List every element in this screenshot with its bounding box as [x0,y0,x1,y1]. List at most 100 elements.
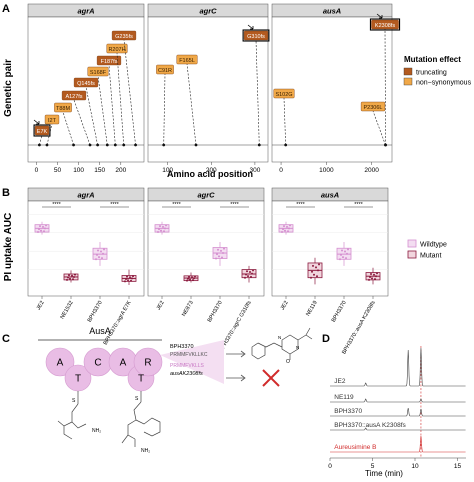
data-point [216,253,218,256]
legend-strain-type: Wildtype Mutant [407,239,447,260]
data-point [312,264,314,267]
panel-b-label: B [2,187,10,199]
mutation-connector [85,86,98,146]
data-point [245,273,247,276]
mutation-point [105,143,109,147]
sig-label: **** [230,202,239,208]
mutation-label-box [273,88,295,99]
legend-label-wildtype: Wildtype [420,242,447,249]
facet-title: agrC [197,191,215,200]
facet-panel [271,200,389,297]
data-point [342,256,344,259]
data-point [68,274,70,277]
data-point [246,270,248,273]
panel-d-xlabel: Time (min) [365,469,403,478]
data-point [191,276,193,279]
facet-title: agrA [77,191,94,200]
group-label: JE2 [36,300,46,311]
data-point [165,224,167,227]
data-point [249,271,251,274]
data-point [157,231,159,234]
data-point [311,270,313,273]
trace-label: JE2 [334,378,346,385]
nh2-label: NH₂ [141,448,150,454]
data-point [318,263,320,266]
protein-name: AusA [89,326,111,336]
x-tick-label: 5 [371,463,375,470]
data-point [132,275,134,278]
data-point [376,272,378,275]
group-label: BPH3370::agrA E7K [103,300,133,346]
data-point [163,230,165,233]
domain-label: T [75,374,81,385]
x-tick-label: 100 [162,167,173,174]
svg-text:N: N [296,345,299,350]
seq-wildtype: PRMMFVKLLKC [170,352,208,358]
svg-text:O: O [286,359,290,365]
cross-icon [262,369,280,387]
data-point [283,225,285,228]
group-label: BPH3370::ausA K2308fs [341,300,377,356]
mutation-label: P2306L [364,105,383,111]
data-point [96,253,98,256]
data-point [126,275,128,278]
panel-a-xlabel: Amino acid position [167,169,253,179]
data-point [101,257,103,260]
data-point [220,249,222,252]
mutation-connector [116,52,125,146]
trace-label: BPH3370::ausA K2308fs [334,422,406,429]
data-point [287,230,289,233]
group-label: NE1532 [60,300,75,320]
data-point [374,278,376,281]
data-point [95,258,97,261]
data-point [218,255,220,258]
mutation-connector [108,64,116,146]
trace-line [330,435,466,453]
seq-mutant: PRMMFVKLLS [170,363,205,369]
legend-label-non-synonymous: non−synonymous [416,80,472,87]
data-point [102,252,104,255]
panel-d-label: D [322,333,330,345]
data-point [368,278,370,281]
domain-label: A [57,358,64,369]
sig-label: **** [110,202,119,208]
data-point [315,266,317,269]
x-tick-label: 200 [206,167,217,174]
panel-b-plot: agrA**** ****JE2 NE1532 BPH3370BPH3370::agr… [27,187,389,356]
legend-swatch-non-synonymous [403,77,413,86]
panel-c-diagram: AusA A T C A T R NH₂ NH₂ S S BPH3370 PRM… [38,326,313,454]
data-point [72,278,74,281]
mutation-connector [62,111,74,146]
data-point [340,253,342,256]
data-point [341,249,343,252]
data-point [313,273,315,276]
data-point [160,229,162,232]
mutation-label: E7K [37,129,48,135]
data-point [43,230,45,233]
data-point [188,275,190,278]
mutation-label: G310fs [247,34,265,40]
facet-panel [147,200,265,297]
data-point [344,250,346,253]
mutation-label: C91R [158,68,172,74]
x-tick-label: 0 [328,463,332,470]
panel-a-ylabel: Genetic pair [3,59,14,117]
panel-a-label: A [2,3,10,15]
x-tick-label: 10 [411,463,419,470]
data-point [317,269,319,272]
group-label: NE119 [305,300,318,317]
data-point [286,225,288,228]
data-point [194,275,196,278]
domain-label: R [144,358,151,369]
data-point [369,275,371,278]
mutation-label: A127fs [65,94,82,100]
facet-agrC: agrC [147,3,269,163]
mutation-label-box [87,66,109,77]
data-point [67,276,69,279]
mutation-connector [123,39,136,146]
trace-line [330,407,466,417]
sig-label: **** [52,202,61,208]
mutation-point [113,143,117,147]
legend-swatch-mutant [407,250,417,259]
data-point [251,272,253,275]
